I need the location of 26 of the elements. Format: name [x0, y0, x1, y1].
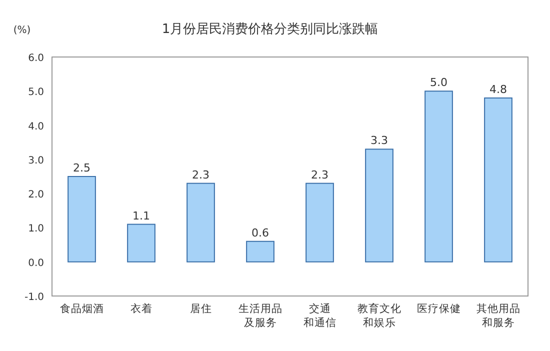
x-tick-label: 生活用品及服务 [238, 302, 282, 329]
data-label: 4.8 [490, 82, 507, 96]
data-label: 5.0 [430, 76, 448, 90]
x-tick-label: 衣着 [130, 302, 152, 315]
data-label: 2.3 [192, 168, 210, 182]
y-tick-label: 3.0 [28, 155, 44, 166]
y-tick-label: 1.0 [28, 224, 44, 235]
y-tick-label: 4.0 [28, 121, 44, 132]
data-label: 0.6 [252, 226, 269, 240]
data-label: 2.5 [73, 162, 90, 174]
y-tick-label: 6.0 [28, 53, 44, 64]
y-axis-title: (%) [13, 25, 31, 36]
y-tick-label: -1.0 [24, 292, 44, 303]
data-label: 3.3 [370, 134, 388, 148]
data-label: 2.3 [311, 168, 328, 182]
x-tick-label: 教育文化和娱乐 [357, 302, 402, 329]
x-tick-label: 食品烟酒 [60, 302, 104, 315]
x-tick-label: 其他用品和服务 [476, 302, 520, 329]
data-label: 1.1 [132, 209, 150, 222]
y-tick-label: 0.0 [28, 258, 44, 269]
chart-title: 1月份居民消费价格分类别同比涨跌幅 [162, 22, 378, 37]
y-tick-label: 5.0 [28, 87, 44, 98]
x-tick-label: 交通和通信 [303, 302, 336, 329]
y-tick-label: 2.0 [28, 190, 44, 201]
x-tick-label: 医疗保健 [416, 302, 461, 315]
x-tick-label: 居住 [190, 303, 212, 315]
